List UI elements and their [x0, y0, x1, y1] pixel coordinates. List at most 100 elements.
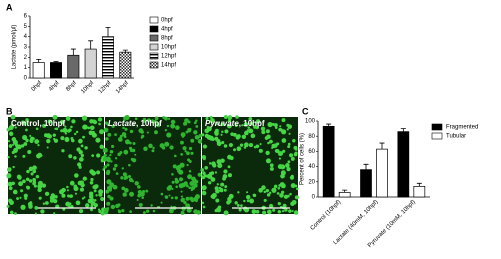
mitochondrion [287, 124, 293, 129]
mitochondrion [290, 156, 295, 161]
legend-swatch [149, 43, 159, 51]
mitochondrion [71, 119, 76, 124]
mitochondrion [236, 146, 242, 152]
mitochondrion [27, 150, 32, 155]
mitochondrion [255, 209, 260, 214]
mitochondrion [150, 204, 153, 207]
mitochondrion [93, 203, 98, 208]
mitochondrion [96, 170, 101, 175]
mitochondrion [103, 209, 109, 215]
mitochondrion [189, 186, 192, 189]
image-label-name: Pyruvate [205, 119, 239, 128]
mitochondrion [175, 165, 181, 171]
mitochondrion [185, 130, 189, 134]
mitochondrion [290, 201, 295, 206]
mitochondrion [181, 135, 185, 138]
image-label-suffix: , 10hpf [39, 119, 65, 128]
mitochondrion [36, 153, 42, 159]
mitochondrion [77, 180, 83, 186]
mitochondrion [233, 148, 237, 152]
mitochondrion [106, 156, 111, 161]
mitochondrion [274, 126, 278, 129]
mitochondrion [93, 189, 97, 193]
x-tick-label: 4hpf [48, 80, 61, 93]
mitochondrion [44, 191, 50, 196]
y-tick-label: 4 [24, 34, 28, 40]
mitochondrion [188, 169, 192, 173]
y-tick-label: 1 [24, 65, 28, 71]
mitochondrion [277, 186, 281, 190]
mitochondrion [267, 141, 270, 145]
mitochondrion [34, 206, 39, 210]
mitochondrion [216, 183, 219, 186]
mitochondrion [191, 176, 196, 182]
mitochondrion [211, 161, 216, 166]
mitochondrion [21, 120, 25, 124]
mitochondrion [248, 128, 254, 134]
mitochondrion [32, 177, 37, 182]
mitochondrion [201, 190, 207, 196]
mitochondrion [75, 130, 79, 134]
mitochondrion [75, 200, 81, 206]
mitochondrion [207, 136, 211, 140]
mitochondrion [195, 119, 198, 122]
mitochondrion [87, 126, 91, 130]
mitochondrion [73, 186, 79, 192]
mitochondrion [14, 155, 17, 158]
mitochondrion [42, 123, 47, 128]
mitochondrion [7, 181, 13, 187]
mitochondrion [9, 210, 14, 215]
mitochondrion [187, 128, 192, 133]
mitochondrion [121, 186, 126, 191]
mitochondrion [138, 128, 144, 134]
mitochondrion [90, 198, 95, 202]
mitochondrion [14, 126, 17, 129]
mitochondrion [35, 127, 39, 131]
mitochondrion [220, 182, 225, 187]
mitochondrion [175, 185, 178, 188]
mitochondrion [186, 163, 189, 167]
mitochondrion [115, 172, 119, 175]
mitochondrion [110, 160, 113, 163]
mitochondrion [148, 143, 153, 149]
mitochondrion [200, 168, 205, 172]
mitochondrion [211, 137, 215, 141]
mitochondrion [221, 141, 225, 145]
mitochondrion [238, 208, 242, 212]
bar [322, 125, 335, 198]
micrograph: Control, 10hpf [6, 114, 106, 216]
mitochondrion [215, 198, 220, 203]
error-bar [379, 142, 385, 150]
mitochondrion [103, 165, 107, 169]
mitochondrion [286, 166, 291, 172]
mitochondrion [201, 175, 206, 180]
mitochondrion [180, 190, 183, 193]
mitochondrion [223, 144, 228, 148]
mitochondrion [197, 172, 202, 177]
legend-swatch [149, 61, 159, 69]
legend-swatch [149, 52, 159, 60]
mitochondrion [271, 146, 274, 150]
mitochondrion [90, 208, 93, 212]
mitochondrion [140, 191, 145, 197]
mitochondrion [265, 129, 270, 134]
mitochondrion [33, 184, 37, 188]
mitochondrion [48, 136, 51, 139]
mitochondrion [223, 169, 228, 174]
mitochondrion [164, 195, 169, 199]
mitochondrion [266, 193, 271, 197]
mitochondrion [277, 202, 281, 206]
mitochondrion [22, 154, 26, 158]
mitochondrion [224, 129, 229, 134]
mitochondrion [131, 123, 135, 127]
mitochondrion [37, 144, 40, 147]
legend-label: 12hpf [161, 54, 176, 60]
mitochondrion [184, 150, 187, 153]
mitochondrion [174, 179, 180, 184]
error-bar [70, 48, 76, 56]
mitochondrion [175, 125, 180, 130]
mitochondrion [241, 134, 247, 140]
mitochondrion [187, 174, 193, 180]
mitochondrion [7, 139, 11, 143]
bar [413, 186, 426, 198]
